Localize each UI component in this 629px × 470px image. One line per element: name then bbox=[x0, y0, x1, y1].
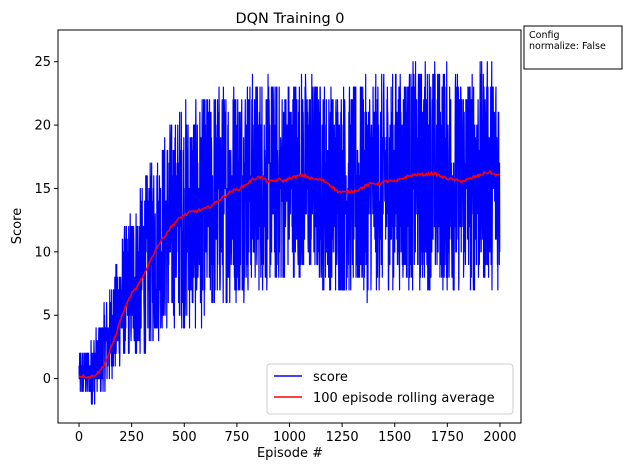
x-tick-label: 0 bbox=[75, 430, 83, 445]
plot-area bbox=[78, 61, 501, 405]
config-heading: Config bbox=[529, 30, 559, 41]
chart-title: DQN Training 0 bbox=[235, 11, 344, 27]
x-ticks: 0 250 500 750 1000 1250 1500 1750 2000 bbox=[75, 423, 517, 445]
config-box-frame bbox=[523, 25, 623, 70]
legend-label-rolling-average: 100 episode rolling average bbox=[313, 391, 495, 406]
x-tick-label: 2000 bbox=[483, 430, 516, 445]
x-axis-label: Episode # bbox=[257, 446, 323, 461]
x-tick-label: 500 bbox=[172, 430, 197, 445]
x-tick-label: 750 bbox=[224, 430, 249, 445]
y-ticks: 0 5 10 15 20 25 bbox=[34, 55, 58, 387]
legend-box bbox=[266, 363, 514, 415]
series-score-line bbox=[78, 61, 501, 405]
series-rolling-average-line bbox=[78, 170, 501, 380]
config-box: Config normalize: False bbox=[523, 25, 623, 70]
plot-frame bbox=[57, 29, 522, 424]
x-tick-label: 1250 bbox=[326, 430, 359, 445]
y-tick-label: 25 bbox=[34, 55, 51, 70]
y-tick-label: 5 bbox=[43, 309, 51, 324]
legend-label-score: score bbox=[313, 370, 348, 385]
y-tick-label: 0 bbox=[43, 372, 51, 387]
y-tick-label: 10 bbox=[34, 245, 51, 260]
y-tick-label: 15 bbox=[34, 182, 51, 197]
x-tick-label: 1000 bbox=[273, 430, 306, 445]
x-tick-label: 1500 bbox=[378, 430, 411, 445]
y-axis-label: Score bbox=[10, 208, 25, 244]
x-tick-label: 250 bbox=[119, 430, 144, 445]
y-tick-label: 20 bbox=[34, 119, 51, 134]
config-line: normalize: False bbox=[529, 41, 606, 52]
legend: score 100 episode rolling average bbox=[266, 363, 514, 415]
x-tick-label: 1750 bbox=[431, 430, 464, 445]
